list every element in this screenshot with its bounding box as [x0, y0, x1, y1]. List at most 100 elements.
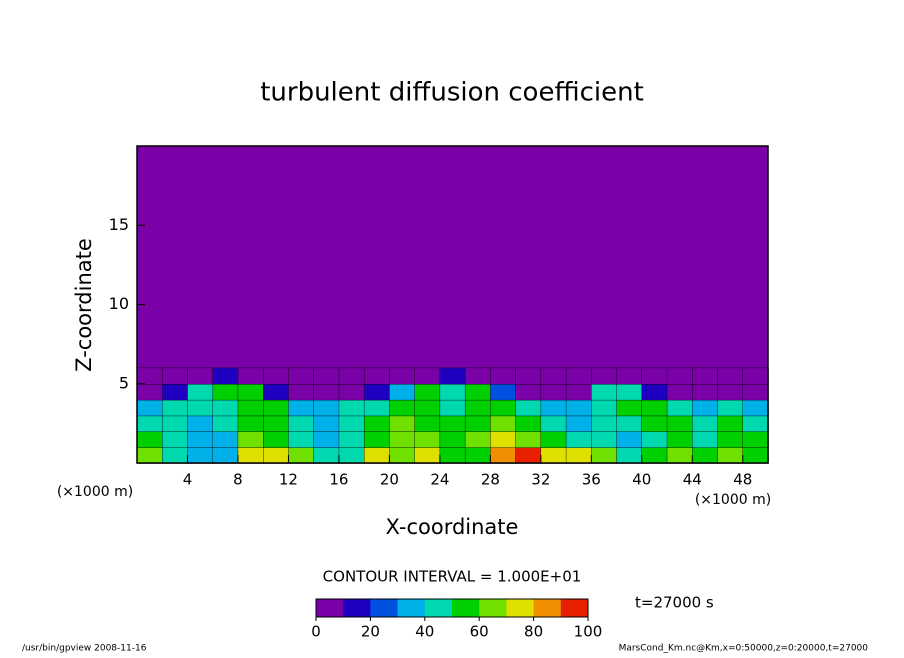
field-cell — [389, 431, 416, 448]
field-cell — [717, 367, 744, 385]
field-cell — [515, 399, 542, 417]
field-cell — [490, 399, 517, 417]
colorbar-frame — [315, 598, 589, 618]
field-cell — [237, 383, 264, 401]
colorbar-band — [424, 599, 453, 617]
field-cell — [490, 367, 517, 385]
field-cell — [162, 367, 189, 385]
colorbar-tick-label: 80 — [524, 623, 543, 641]
field-cell — [363, 399, 391, 417]
field-cell — [641, 367, 668, 385]
field-cell — [263, 383, 290, 401]
field-cell — [464, 431, 492, 448]
field-cell — [439, 446, 466, 464]
x-tick-label: 28 — [481, 471, 500, 489]
x-tick-label: 40 — [632, 471, 651, 489]
field-cell — [313, 399, 340, 417]
field-cell — [313, 446, 340, 464]
field-cell — [439, 399, 466, 417]
field-cell — [389, 383, 416, 401]
colorbar-band — [316, 599, 344, 617]
field-cell — [591, 399, 618, 417]
colorbar-band — [533, 599, 562, 617]
field-cell — [464, 415, 492, 433]
field-cell — [187, 399, 214, 417]
field-cell — [212, 367, 239, 385]
field-cell — [363, 415, 391, 433]
field-cell — [742, 415, 769, 433]
field-cell — [187, 383, 214, 401]
colorbar: 0 20 40 60 80 100 — [311, 598, 603, 641]
field-cell — [742, 446, 769, 464]
field-cell — [692, 415, 719, 433]
field-cell — [666, 367, 693, 385]
contour-interval: CONTOUR INTERVAL = 1.000E+01 — [323, 568, 582, 586]
field-cell — [490, 446, 517, 464]
field-cell — [591, 431, 618, 448]
colorbar-tick-label: 100 — [574, 623, 603, 641]
field-cell — [313, 367, 340, 385]
field-cell — [338, 431, 365, 448]
field-cell — [389, 399, 416, 417]
field-cell — [212, 431, 239, 448]
field-cell — [490, 415, 517, 433]
field-cell — [565, 367, 593, 385]
field-cell — [616, 415, 643, 433]
field-cell — [263, 415, 290, 433]
field-cell — [464, 446, 492, 464]
field-cell — [162, 399, 189, 417]
field-cell — [717, 399, 744, 417]
field-cell — [338, 367, 365, 385]
field-cell — [717, 431, 744, 448]
field-cell — [515, 415, 542, 433]
field-cell — [187, 431, 214, 448]
field-cell — [338, 415, 365, 433]
field-cell — [136, 399, 163, 417]
field-cell — [641, 446, 668, 464]
field-cell — [389, 415, 416, 433]
field-cell — [666, 399, 693, 417]
field-cell — [263, 431, 290, 448]
field-cell — [666, 383, 693, 401]
x-tick-label: 32 — [531, 471, 550, 489]
field-cell — [490, 383, 517, 401]
field-cell — [490, 431, 517, 448]
field-cell — [212, 446, 239, 464]
field-cell — [692, 367, 719, 385]
field-cell — [540, 431, 567, 448]
time-label: t=27000 s — [635, 594, 714, 612]
x-tick-label: 36 — [582, 471, 601, 489]
field-cell — [263, 399, 290, 417]
field-cell — [263, 446, 290, 464]
field-cell — [666, 446, 693, 464]
field-cell — [717, 415, 744, 433]
colorbar-band — [397, 599, 426, 617]
field-cell — [666, 415, 693, 433]
field-cell — [540, 446, 567, 464]
footer-left: /usr/bin/gpview 2008-11-16 — [22, 644, 147, 654]
field-cell — [565, 415, 593, 433]
field-cell — [439, 383, 466, 401]
field-cell — [464, 399, 492, 417]
field-cell — [136, 415, 163, 433]
field-cell — [162, 383, 189, 401]
colorbar-tick-label: 60 — [470, 623, 489, 641]
field-cell — [717, 446, 744, 464]
colorbar-band — [343, 599, 371, 617]
field-cell — [540, 367, 567, 385]
field-cell — [666, 431, 693, 448]
footer-right: MarsCond_Km.nc@Km,x=0:50000,z=0:20000,t=… — [619, 644, 869, 654]
field-cell — [414, 415, 441, 433]
field-cell — [363, 383, 391, 401]
field-cell — [237, 367, 264, 385]
field-cell — [162, 415, 189, 433]
field-cell — [616, 446, 643, 464]
field-cell — [540, 399, 567, 417]
field-cell — [742, 383, 769, 401]
field-cell — [162, 446, 189, 464]
field-cell — [162, 431, 189, 448]
colorbar-band — [560, 599, 589, 617]
field-cell — [616, 383, 643, 401]
field-cell — [742, 367, 769, 385]
field-cell — [136, 367, 163, 385]
